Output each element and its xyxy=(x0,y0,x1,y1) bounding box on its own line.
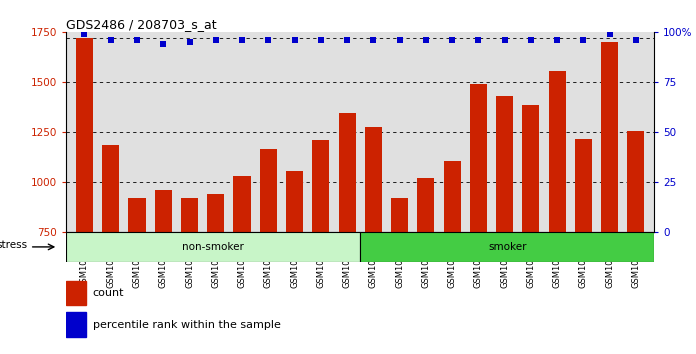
Point xyxy=(631,37,642,43)
Bar xyxy=(361,232,654,262)
Point xyxy=(237,37,248,43)
Point xyxy=(447,37,458,43)
Point xyxy=(184,39,195,45)
Bar xyxy=(76,38,93,232)
Point xyxy=(79,31,90,37)
Text: percentile rank within the sample: percentile rank within the sample xyxy=(93,320,280,330)
Point xyxy=(315,37,326,43)
Point xyxy=(105,37,116,43)
Bar xyxy=(338,113,356,232)
Bar xyxy=(260,149,277,232)
Point xyxy=(262,37,274,43)
Bar xyxy=(418,178,434,232)
Point xyxy=(342,37,353,43)
Point xyxy=(525,37,537,43)
Bar xyxy=(66,313,86,337)
Point xyxy=(132,37,143,43)
Point xyxy=(210,37,221,43)
Text: stress: stress xyxy=(0,240,28,250)
Bar xyxy=(129,198,145,232)
Bar xyxy=(391,198,408,232)
Bar xyxy=(207,194,224,232)
Point xyxy=(604,31,615,37)
Text: non-smoker: non-smoker xyxy=(182,242,244,252)
Bar xyxy=(181,198,198,232)
Bar xyxy=(627,131,644,232)
Text: count: count xyxy=(93,288,124,298)
Point xyxy=(473,37,484,43)
Bar xyxy=(575,139,592,232)
Point xyxy=(394,37,405,43)
Bar xyxy=(548,71,566,232)
Bar xyxy=(66,232,361,262)
Bar xyxy=(233,176,251,232)
Point xyxy=(578,37,589,43)
Bar xyxy=(496,96,513,232)
Text: GDS2486 / 208703_s_at: GDS2486 / 208703_s_at xyxy=(66,18,216,31)
Point xyxy=(420,37,432,43)
Bar xyxy=(443,161,461,232)
Bar xyxy=(155,190,172,232)
Bar xyxy=(66,281,86,305)
Bar xyxy=(601,42,618,232)
Bar xyxy=(470,84,487,232)
Bar xyxy=(102,145,119,232)
Point xyxy=(289,37,300,43)
Point xyxy=(367,37,379,43)
Point xyxy=(499,37,510,43)
Bar xyxy=(365,127,382,232)
Point xyxy=(551,37,562,43)
Point xyxy=(158,41,169,47)
Bar xyxy=(313,140,329,232)
Bar xyxy=(286,171,303,232)
Text: smoker: smoker xyxy=(488,242,526,252)
Bar xyxy=(522,105,539,232)
